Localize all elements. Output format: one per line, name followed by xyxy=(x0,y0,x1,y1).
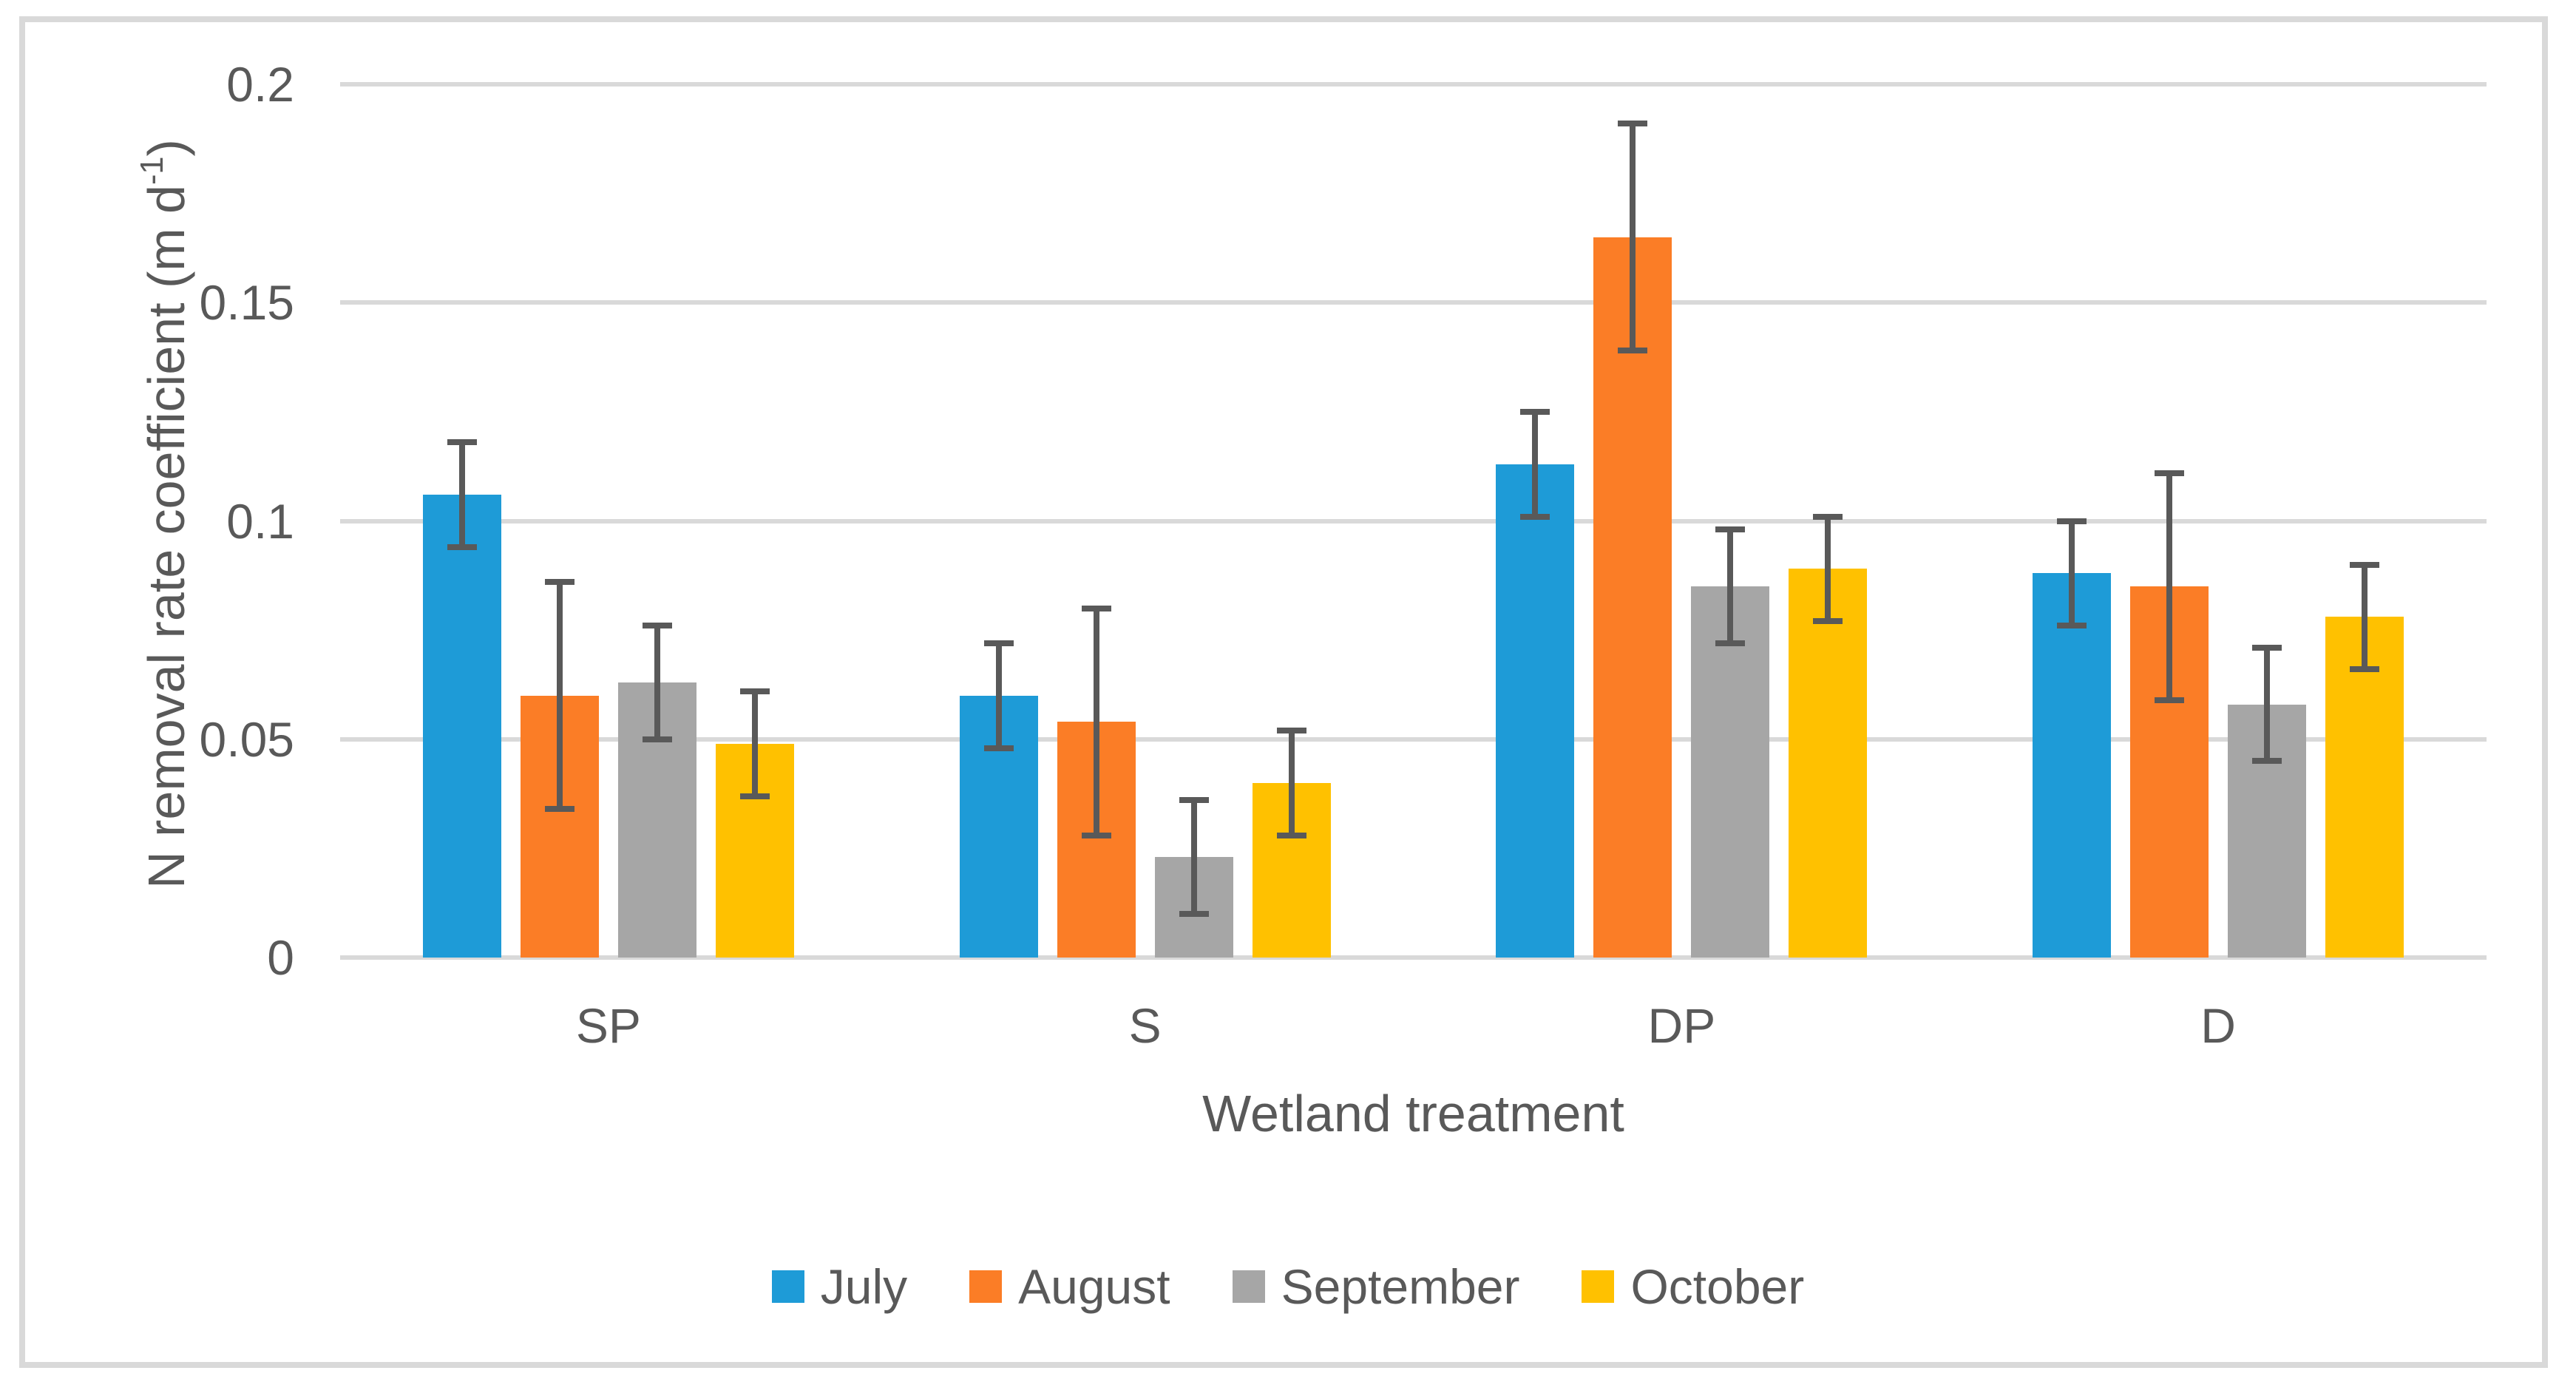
error-bar-cap-bottom-september-dp xyxy=(1715,640,1746,646)
y-tick-label: 0.2 xyxy=(226,57,294,112)
error-bar-august-dp xyxy=(1630,123,1636,351)
error-bar-september-dp xyxy=(1727,529,1734,643)
error-bar-cap-bottom-july-dp xyxy=(1520,513,1550,520)
bar-october-d xyxy=(2325,617,2404,958)
error-bar-cap-top-july-d xyxy=(2057,518,2087,524)
error-bar-cap-bottom-october-d xyxy=(2350,666,2380,673)
error-bar-cap-top-october-s xyxy=(1276,727,1306,733)
error-bar-july-sp xyxy=(458,442,465,547)
y-axis-title-suffix: ) xyxy=(138,139,195,157)
legend-label-october: October xyxy=(1630,1259,1805,1314)
error-bar-october-d xyxy=(2362,564,2368,670)
y-tick-label: 0.1 xyxy=(226,493,294,549)
bar-july-dp xyxy=(1496,464,1575,958)
legend-item-october: October xyxy=(1582,1257,1804,1316)
error-bar-cap-bottom-september-sp xyxy=(642,736,672,742)
error-bar-cap-bottom-july-sp xyxy=(447,543,477,550)
error-bar-cap-bottom-august-sp xyxy=(544,806,574,813)
x-axis-title: Wetland treatment xyxy=(1202,1085,1624,1142)
error-bar-cap-top-august-sp xyxy=(544,579,574,586)
legend-label-july: July xyxy=(820,1259,908,1314)
gridline-0.2 xyxy=(340,82,2487,87)
error-bar-october-dp xyxy=(1825,516,1831,622)
y-axis-title-superscript: -1 xyxy=(135,156,171,186)
error-bar-cap-top-august-s xyxy=(1081,605,1111,611)
error-bar-cap-bottom-october-s xyxy=(1276,832,1306,838)
error-bar-cap-top-october-d xyxy=(2350,561,2380,568)
bar-july-sp xyxy=(422,495,501,958)
error-bar-august-sp xyxy=(556,582,563,810)
legend-swatch-september xyxy=(1232,1270,1265,1303)
x-category-label-dp: DP xyxy=(1647,998,1716,1053)
error-bar-cap-top-september-dp xyxy=(1715,526,1746,533)
x-category-label-d: D xyxy=(2200,998,2236,1053)
error-bar-cap-top-september-sp xyxy=(642,623,672,629)
error-bar-cap-top-august-dp xyxy=(1618,121,1648,127)
legend-label-august: August xyxy=(1018,1259,1170,1314)
legend-item-august: August xyxy=(969,1257,1170,1316)
bar-august-dp xyxy=(1593,237,1672,958)
legend-swatch-october xyxy=(1582,1270,1615,1303)
error-bar-cap-bottom-september-s xyxy=(1179,910,1209,917)
error-bar-cap-top-july-sp xyxy=(447,439,477,446)
gridline-0.1 xyxy=(340,518,2487,524)
legend-item-september: September xyxy=(1232,1257,1520,1316)
error-bar-cap-top-october-dp xyxy=(1813,513,1843,520)
y-axis-title-text: N removal rate coefficient (m d xyxy=(138,185,195,889)
error-bar-cap-bottom-october-sp xyxy=(739,793,770,799)
error-bar-cap-top-july-dp xyxy=(1520,408,1550,415)
legend-item-july: July xyxy=(771,1257,908,1316)
error-bar-cap-bottom-august-dp xyxy=(1618,348,1648,354)
legend: July August September October xyxy=(0,1256,2576,1318)
y-tick-label: 0.15 xyxy=(199,275,294,331)
error-bar-september-d xyxy=(2264,647,2271,762)
error-bar-september-s xyxy=(1190,800,1197,914)
error-bar-july-dp xyxy=(1532,411,1539,517)
error-bar-cap-bottom-august-s xyxy=(1081,832,1111,838)
error-bar-cap-top-september-s xyxy=(1179,797,1209,804)
y-tick-label: 0 xyxy=(267,930,294,985)
y-tick-label: 0.05 xyxy=(199,711,294,767)
error-bar-cap-bottom-august-d xyxy=(2155,697,2185,703)
error-bar-cap-top-august-d xyxy=(2155,470,2185,476)
legend-swatch-august xyxy=(969,1270,1003,1303)
y-axis-title: N removal rate coefficient (m d-1) xyxy=(133,0,200,1031)
error-bar-cap-bottom-october-dp xyxy=(1813,618,1843,625)
legend-label-september: September xyxy=(1281,1259,1520,1314)
bar-september-dp xyxy=(1691,586,1770,958)
error-bar-cap-top-july-s xyxy=(983,640,1014,646)
x-category-label-sp: SP xyxy=(575,998,641,1053)
x-category-label-s: S xyxy=(1128,998,1162,1053)
error-bar-cap-bottom-september-d xyxy=(2252,758,2282,765)
legend-swatch-july xyxy=(771,1270,804,1303)
error-bar-august-d xyxy=(2166,472,2173,700)
error-bar-cap-bottom-july-s xyxy=(983,745,1014,751)
error-bar-october-s xyxy=(1288,730,1295,836)
bar-october-dp xyxy=(1789,569,1868,958)
gridline-0.15 xyxy=(340,300,2487,305)
error-bar-july-s xyxy=(995,643,1002,748)
error-bar-july-d xyxy=(2069,521,2075,626)
error-bar-august-s xyxy=(1093,608,1099,836)
error-bar-cap-bottom-july-d xyxy=(2057,623,2087,629)
error-bar-cap-top-october-sp xyxy=(739,688,770,694)
error-bar-october-sp xyxy=(751,691,758,796)
error-bar-cap-top-september-d xyxy=(2252,644,2282,651)
gridline-0.05 xyxy=(340,736,2487,742)
gridline-0 xyxy=(340,955,2487,960)
error-bar-september-sp xyxy=(654,626,660,739)
bar-july-d xyxy=(2033,573,2112,958)
